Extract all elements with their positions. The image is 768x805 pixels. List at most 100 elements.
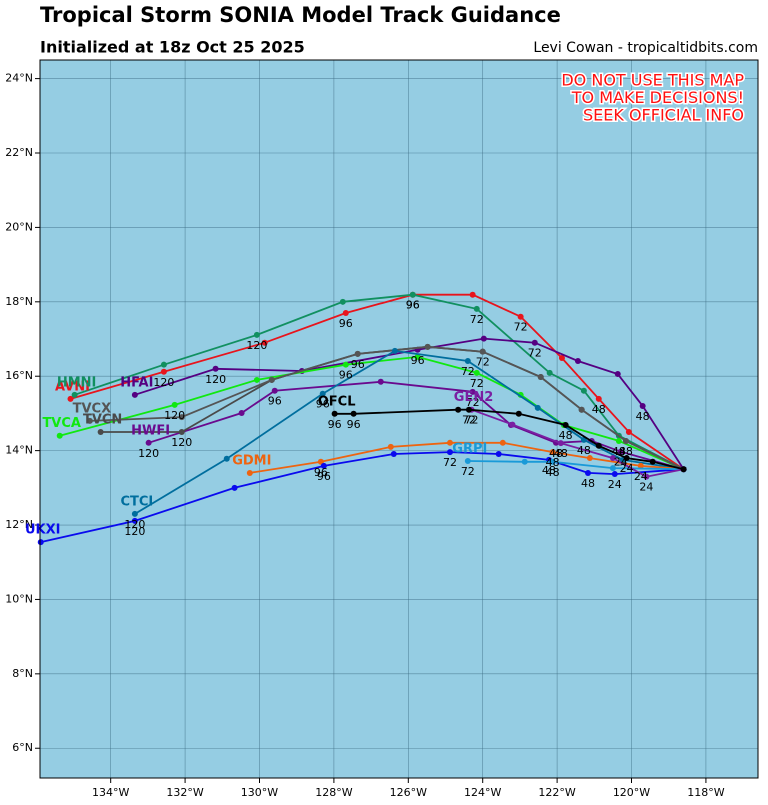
credit: Levi Cowan - tropicaltidbits.com — [533, 40, 758, 56]
model-label: HWFI — [131, 423, 170, 438]
track-point — [246, 469, 253, 476]
model-label: GRPI — [452, 442, 487, 457]
y-tick-label: 6°N — [12, 741, 33, 754]
track-point — [465, 406, 472, 413]
forecast-hour-label: 24 — [634, 470, 648, 483]
track-point — [562, 421, 569, 428]
track-point — [531, 339, 538, 346]
chart-title: Tropical Storm SONIA Model Track Guidanc… — [40, 3, 561, 27]
track-point — [473, 305, 480, 312]
forecast-hour-label: 72 — [461, 465, 475, 478]
track-point — [377, 378, 384, 385]
track-labels: 48729696120AVNI7296120HMNI487296120HFAI2… — [25, 299, 653, 538]
track-point — [574, 357, 581, 364]
forecast-hour-label: 24 — [639, 481, 653, 494]
track-point — [178, 429, 185, 436]
track-point — [319, 390, 326, 397]
track-point — [517, 313, 524, 320]
forecast-hour-label: 48 — [554, 447, 568, 460]
track-point — [97, 429, 104, 436]
track-point — [680, 466, 687, 473]
forecast-hour-label: 72 — [461, 365, 475, 378]
model-label: GDMI — [232, 453, 271, 468]
track-point — [390, 450, 397, 457]
track-point — [271, 387, 278, 394]
track-line — [334, 408, 684, 471]
y-tick-label: 12°N — [5, 518, 33, 531]
forecast-hour-label: 96 — [314, 466, 328, 479]
forecast-hour-label: 120 — [205, 373, 226, 386]
track-point — [515, 410, 522, 417]
track-point — [56, 432, 63, 439]
track-point — [617, 448, 624, 455]
warning-text: SEEK OFFICIAL INFO — [583, 106, 744, 125]
track-point — [578, 406, 585, 413]
x-tick-label: 124°W — [464, 786, 501, 799]
forecast-hour-label: 96 — [316, 398, 330, 411]
track-point — [546, 369, 553, 376]
chart-subtitle: Initialized at 18z Oct 25 2025 — [40, 38, 305, 57]
model-label: UKXI — [25, 523, 61, 538]
track-point — [71, 391, 78, 398]
track-point — [253, 376, 260, 383]
track-point — [622, 437, 629, 444]
forecast-hour-label: 72 — [443, 456, 457, 469]
track-point — [238, 410, 245, 417]
track-point — [354, 350, 361, 357]
track-point — [446, 439, 453, 446]
map-background — [40, 60, 758, 778]
x-tick-label: 134°W — [92, 786, 129, 799]
track-point — [387, 443, 394, 450]
track-point — [320, 462, 327, 469]
track-point — [131, 517, 138, 524]
track-point — [499, 439, 506, 446]
forecast-hour-label: 48 — [636, 410, 650, 423]
x-tick-label: 132°W — [166, 786, 203, 799]
warning-text: TO MAKE DECISIONS! — [571, 88, 744, 107]
track-point — [464, 357, 471, 364]
forecast-hour-label: 120 — [124, 525, 145, 538]
track-point — [509, 421, 516, 428]
model-label: HFAI — [120, 375, 153, 390]
track-point — [446, 449, 453, 456]
y-tick-label: 22°N — [5, 146, 33, 159]
track-point — [391, 347, 398, 354]
track-point — [609, 455, 616, 462]
track-point — [521, 458, 528, 465]
track-point — [595, 395, 602, 402]
track-point — [469, 388, 476, 395]
forecast-hour-label: 96 — [347, 418, 361, 431]
track-line — [89, 345, 684, 471]
track-point — [649, 458, 656, 465]
model-label: TVCA — [42, 416, 81, 431]
y-tick-label: 18°N — [5, 295, 33, 308]
track-line — [148, 380, 684, 471]
track-point — [160, 361, 167, 368]
track-point — [495, 450, 502, 457]
y-tick-label: 8°N — [12, 667, 33, 680]
track-point — [342, 361, 349, 368]
track-point — [131, 510, 138, 517]
forecast-hour-label: 72 — [465, 414, 479, 427]
track-point — [643, 473, 650, 480]
track-point — [611, 471, 618, 478]
track-point — [637, 462, 644, 469]
map-frame — [39, 59, 759, 779]
track-point — [253, 331, 260, 338]
track-point — [261, 339, 268, 346]
forecast-hour-label: 24 — [620, 462, 634, 475]
track-point — [424, 343, 431, 350]
forecast-hour-label: 48 — [559, 429, 573, 442]
track-point — [455, 406, 462, 413]
model-label: TVCN — [83, 413, 122, 428]
track-point — [131, 391, 138, 398]
warning-text: DO NOT USE THIS MAP — [561, 71, 744, 90]
track-point — [409, 291, 416, 298]
track-point — [586, 455, 593, 462]
track-point — [171, 401, 178, 408]
forecast-hour-label: 48 — [546, 456, 560, 469]
forecast-hour-label: 48 — [549, 447, 563, 460]
forecast-hour-label: 48 — [577, 444, 591, 457]
track-point — [339, 298, 346, 305]
forecast-hour-label: 48 — [581, 477, 595, 490]
